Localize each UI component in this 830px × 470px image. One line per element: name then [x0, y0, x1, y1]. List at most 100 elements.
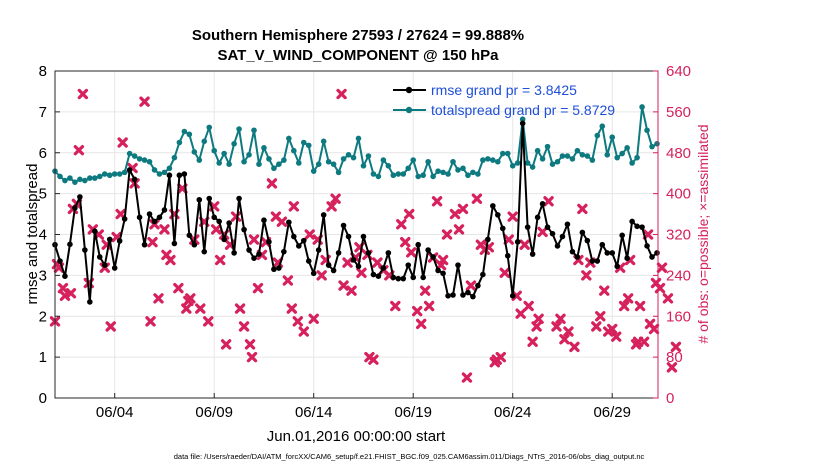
assimilated-obs-marker — [551, 321, 562, 332]
assimilated-obs-marker — [622, 293, 634, 304]
rmse-point — [156, 214, 163, 221]
assimilated-obs-marker — [390, 300, 401, 312]
assimilated-obs-marker — [252, 282, 264, 294]
y-axis-label: rmse and totalspread — [24, 164, 41, 305]
assimilated-obs-marker — [537, 226, 548, 238]
rmse-point — [196, 196, 203, 203]
assimilated-obs-marker — [368, 354, 379, 365]
totalspread-point — [320, 138, 327, 145]
totalspread-point — [57, 173, 63, 180]
assimilated-obs-marker — [244, 339, 256, 350]
rmse-point — [460, 292, 466, 298]
totalspread-point — [504, 150, 511, 157]
assimilated-obs-marker — [527, 336, 538, 347]
totalspread-point — [365, 153, 372, 159]
assimilated-obs-marker — [411, 305, 423, 317]
totalspread-point — [246, 151, 252, 158]
y2-tick-label: 0 — [666, 390, 674, 407]
totalspread-point — [514, 160, 521, 166]
assimilated-obs-marker — [246, 351, 258, 363]
totalspread-point — [211, 147, 218, 154]
totalspread-point — [196, 157, 203, 163]
totalspread-point — [111, 171, 118, 177]
rmse-point — [649, 254, 655, 260]
assimilated-obs-marker — [195, 303, 206, 314]
rmse-point — [345, 233, 352, 240]
totalspread-point — [465, 172, 471, 179]
rmse-point — [305, 258, 312, 264]
totalspread-point — [455, 167, 461, 173]
totalspread-point — [559, 153, 566, 159]
totalspread-point — [131, 153, 138, 159]
assimilated-obs-marker — [656, 262, 668, 273]
totalspread-point — [350, 154, 357, 161]
rmse-point — [400, 275, 407, 282]
totalspread-point — [569, 156, 576, 162]
rmse-point — [385, 250, 392, 256]
assimilated-obs-marker — [666, 362, 678, 373]
assimilated-obs-marker — [147, 236, 158, 248]
totalspread-point — [390, 172, 397, 179]
rmse-point — [455, 262, 461, 268]
assimilated-obs-marker — [591, 321, 602, 332]
totalspread-point — [644, 127, 650, 134]
rmse-point — [579, 229, 586, 236]
totalspread-point — [490, 157, 496, 163]
assimilated-obs-marker — [276, 216, 288, 227]
totalspread-point — [360, 163, 367, 169]
rmse-point — [529, 251, 536, 257]
totalspread-point — [241, 158, 247, 165]
totalspread-point — [251, 127, 257, 134]
rmse-point — [256, 251, 262, 257]
rmse-point — [509, 293, 516, 299]
rmse-point — [499, 225, 506, 232]
rmse-point — [390, 274, 397, 281]
rmse-point — [639, 224, 645, 230]
assimilated-obs-marker — [330, 193, 341, 204]
rmse-point — [330, 267, 337, 274]
x-axis-label: Jun.01,2016 00:00:00 start — [267, 428, 446, 445]
totalspread-point — [430, 173, 436, 180]
rmse-point — [57, 258, 63, 264]
totalspread-point — [524, 160, 531, 166]
rmse-point — [395, 275, 402, 282]
x-tick-label: 06/09 — [195, 404, 233, 421]
rmse-point — [276, 265, 282, 271]
totalspread-point — [62, 177, 68, 184]
rmse-point — [101, 262, 108, 268]
y2-tick-label: 80 — [666, 349, 683, 366]
rmse-point — [72, 205, 78, 211]
rmse-point — [365, 250, 372, 256]
rmse-point — [574, 254, 581, 260]
assimilated-obs-marker — [338, 280, 349, 291]
assimilated-obs-marker — [326, 201, 337, 212]
assimilated-obs-marker — [511, 290, 522, 302]
rmse-point — [624, 255, 630, 262]
assimilated-obs-marker — [342, 257, 353, 268]
assimilated-obs-marker — [543, 196, 554, 207]
totalspread-point — [445, 171, 451, 177]
assimilated-obs-marker — [159, 224, 170, 235]
assimilated-obs-marker — [117, 137, 128, 148]
rmse-point — [131, 176, 138, 183]
y2-tick-label: 160 — [666, 308, 691, 325]
totalspread-point — [380, 157, 387, 163]
chart-subtitle: SAT_V_WIND_COMPONENT @ 150 hPa — [217, 47, 499, 64]
rmse-point — [67, 241, 73, 248]
rmse-point — [609, 250, 616, 256]
totalspread-point — [579, 151, 586, 158]
rmse-point — [375, 273, 382, 279]
totalspread-point — [201, 138, 208, 145]
assimilated-obs-marker — [181, 303, 192, 314]
assimilated-obs-marker — [555, 313, 566, 325]
totalspread-point — [82, 177, 88, 184]
rmse-point — [221, 236, 227, 243]
totalspread-point — [494, 158, 501, 165]
totalspread-point — [539, 156, 546, 162]
y2-tick-label: 320 — [666, 227, 691, 244]
totalspread-point — [141, 157, 148, 163]
rmse-point — [504, 252, 511, 259]
assimilated-obs-marker — [308, 313, 319, 325]
legend: rmse grand pr = 3.8425 totalspread grand… — [393, 82, 615, 118]
